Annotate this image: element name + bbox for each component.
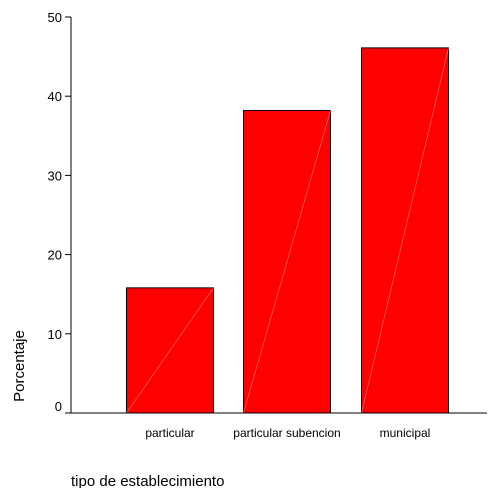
x-tick-label: particular [145,426,194,440]
y-tick-label: 50 [48,10,62,25]
bars [126,47,449,414]
y-axis-ticks: 0 10 20 30 40 50 [48,10,71,414]
y-tick-label: 0 [55,399,62,414]
y-tick-label: 10 [48,327,62,342]
y-tick-label: 40 [48,89,62,104]
bar-shading-line [126,287,214,414]
x-tick-label: municipal [380,426,431,440]
y-tick-label: 30 [48,168,62,183]
y-tick-label: 20 [48,248,62,263]
y-axis-title: Porcentaje [11,330,28,402]
x-axis-tick-labels: particular particular subencion municipal [145,426,430,440]
x-tick-label: particular subencion [233,426,340,440]
x-axis-title: tipo de establecimiento [71,473,224,488]
bar-shading-line [243,110,331,414]
bar-shading-line [361,47,449,414]
